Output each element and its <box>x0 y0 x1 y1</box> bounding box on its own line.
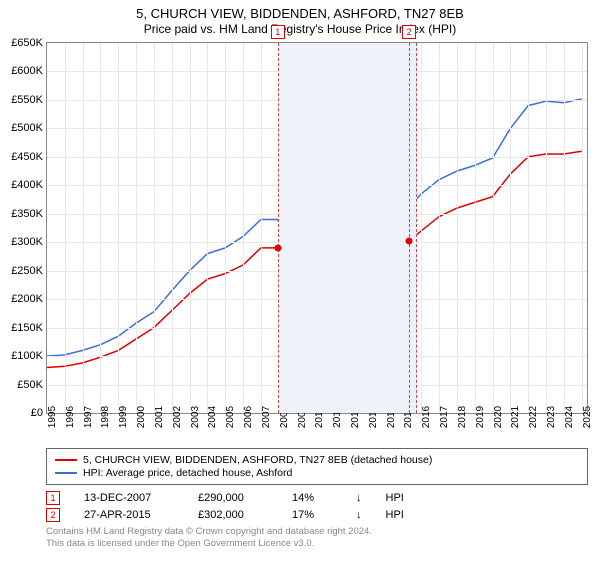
x-tick-label: 1995 <box>47 406 58 428</box>
x-tick-label: 2001 <box>154 406 165 428</box>
x-tick-label: 2019 <box>475 406 486 428</box>
sale-marker-icon: 1 <box>46 491 60 505</box>
x-tick-label: 2007 <box>261 406 272 428</box>
x-tick-label: 2025 <box>582 406 593 428</box>
chart-subtitle: Price paid vs. HM Land Registry's House … <box>0 22 600 36</box>
footnote: Contains HM Land Registry data © Crown c… <box>46 526 588 550</box>
x-tick-label: 1997 <box>83 406 94 428</box>
x-tick-label: 2021 <box>510 406 521 428</box>
x-tick-label: 1998 <box>100 406 111 428</box>
x-tick-label: 2023 <box>546 406 557 428</box>
y-tick-label: £0 <box>31 407 43 419</box>
y-tick-label: £300K <box>11 236 43 248</box>
chart-legend: 5, CHURCH VIEW, BIDDENDEN, ASHFORD, TN27… <box>46 448 588 485</box>
sale-row: 2 27-APR-2015 £302,000 17% ↓ HPI <box>46 508 588 522</box>
sale-price: £290,000 <box>198 492 268 504</box>
y-tick-label: £500K <box>11 122 43 134</box>
y-tick-label: £450K <box>11 151 43 163</box>
x-tick-label: 2024 <box>564 406 575 428</box>
x-tick-label: 1999 <box>118 406 129 428</box>
chart-plot-area: £0£50K£100K£150K£200K£250K£300K£350K£400… <box>46 42 588 414</box>
x-tick-label: 2022 <box>528 406 539 428</box>
y-tick-label: £600K <box>11 65 43 77</box>
sale-marker-icon: 2 <box>402 25 416 39</box>
legend-item: 5, CHURCH VIEW, BIDDENDEN, ASHFORD, TN27… <box>55 454 579 466</box>
legend-swatch <box>55 459 77 461</box>
x-tick-label: 2005 <box>225 406 236 428</box>
down-arrow-icon: ↓ <box>356 492 362 504</box>
sale-marker-icon: 2 <box>46 508 60 522</box>
sale-delta: 17% <box>292 509 332 521</box>
x-tick-label: 2018 <box>457 406 468 428</box>
sale-row: 1 13-DEC-2007 £290,000 14% ↓ HPI <box>46 491 588 505</box>
x-tick-label: 2003 <box>190 406 201 428</box>
footnote-line: This data is licensed under the Open Gov… <box>46 538 588 550</box>
legend-swatch <box>55 472 77 474</box>
y-tick-label: £650K <box>11 37 43 49</box>
sale-vs: HPI <box>386 509 404 521</box>
down-arrow-icon: ↓ <box>356 509 362 521</box>
x-tick-label: 2004 <box>207 406 218 428</box>
legend-label: HPI: Average price, detached house, Ashf… <box>83 467 292 479</box>
sale-delta: 14% <box>292 492 332 504</box>
legend-item: HPI: Average price, detached house, Ashf… <box>55 467 579 479</box>
x-tick-label: 2000 <box>136 406 147 428</box>
x-tick-label: 2006 <box>243 406 254 428</box>
x-tick-label: 2020 <box>493 406 504 428</box>
sale-marker-icon: 1 <box>271 25 285 39</box>
legend-label: 5, CHURCH VIEW, BIDDENDEN, ASHFORD, TN27… <box>83 454 432 466</box>
sale-annotations: 1 13-DEC-2007 £290,000 14% ↓ HPI 2 27-AP… <box>46 491 588 522</box>
x-tick-label: 1996 <box>65 406 76 428</box>
sale-date: 13-DEC-2007 <box>84 492 174 504</box>
x-tick-label: 2017 <box>439 406 450 428</box>
sale-vs: HPI <box>386 492 404 504</box>
y-tick-label: £550K <box>11 94 43 106</box>
y-tick-label: £50K <box>17 379 43 391</box>
y-tick-label: £350K <box>11 208 43 220</box>
y-tick-label: £200K <box>11 293 43 305</box>
y-tick-label: £400K <box>11 179 43 191</box>
x-tick-label: 2002 <box>172 406 183 428</box>
sale-point <box>406 238 413 245</box>
y-tick-label: £150K <box>11 322 43 334</box>
y-tick-label: £250K <box>11 265 43 277</box>
sale-point <box>274 244 281 251</box>
footnote-line: Contains HM Land Registry data © Crown c… <box>46 526 588 538</box>
chart-title: 5, CHURCH VIEW, BIDDENDEN, ASHFORD, TN27… <box>0 6 600 21</box>
sale-date: 27-APR-2015 <box>84 509 174 521</box>
sale-price: £302,000 <box>198 509 268 521</box>
y-tick-label: £100K <box>11 350 43 362</box>
x-tick-label: 2016 <box>421 406 432 428</box>
